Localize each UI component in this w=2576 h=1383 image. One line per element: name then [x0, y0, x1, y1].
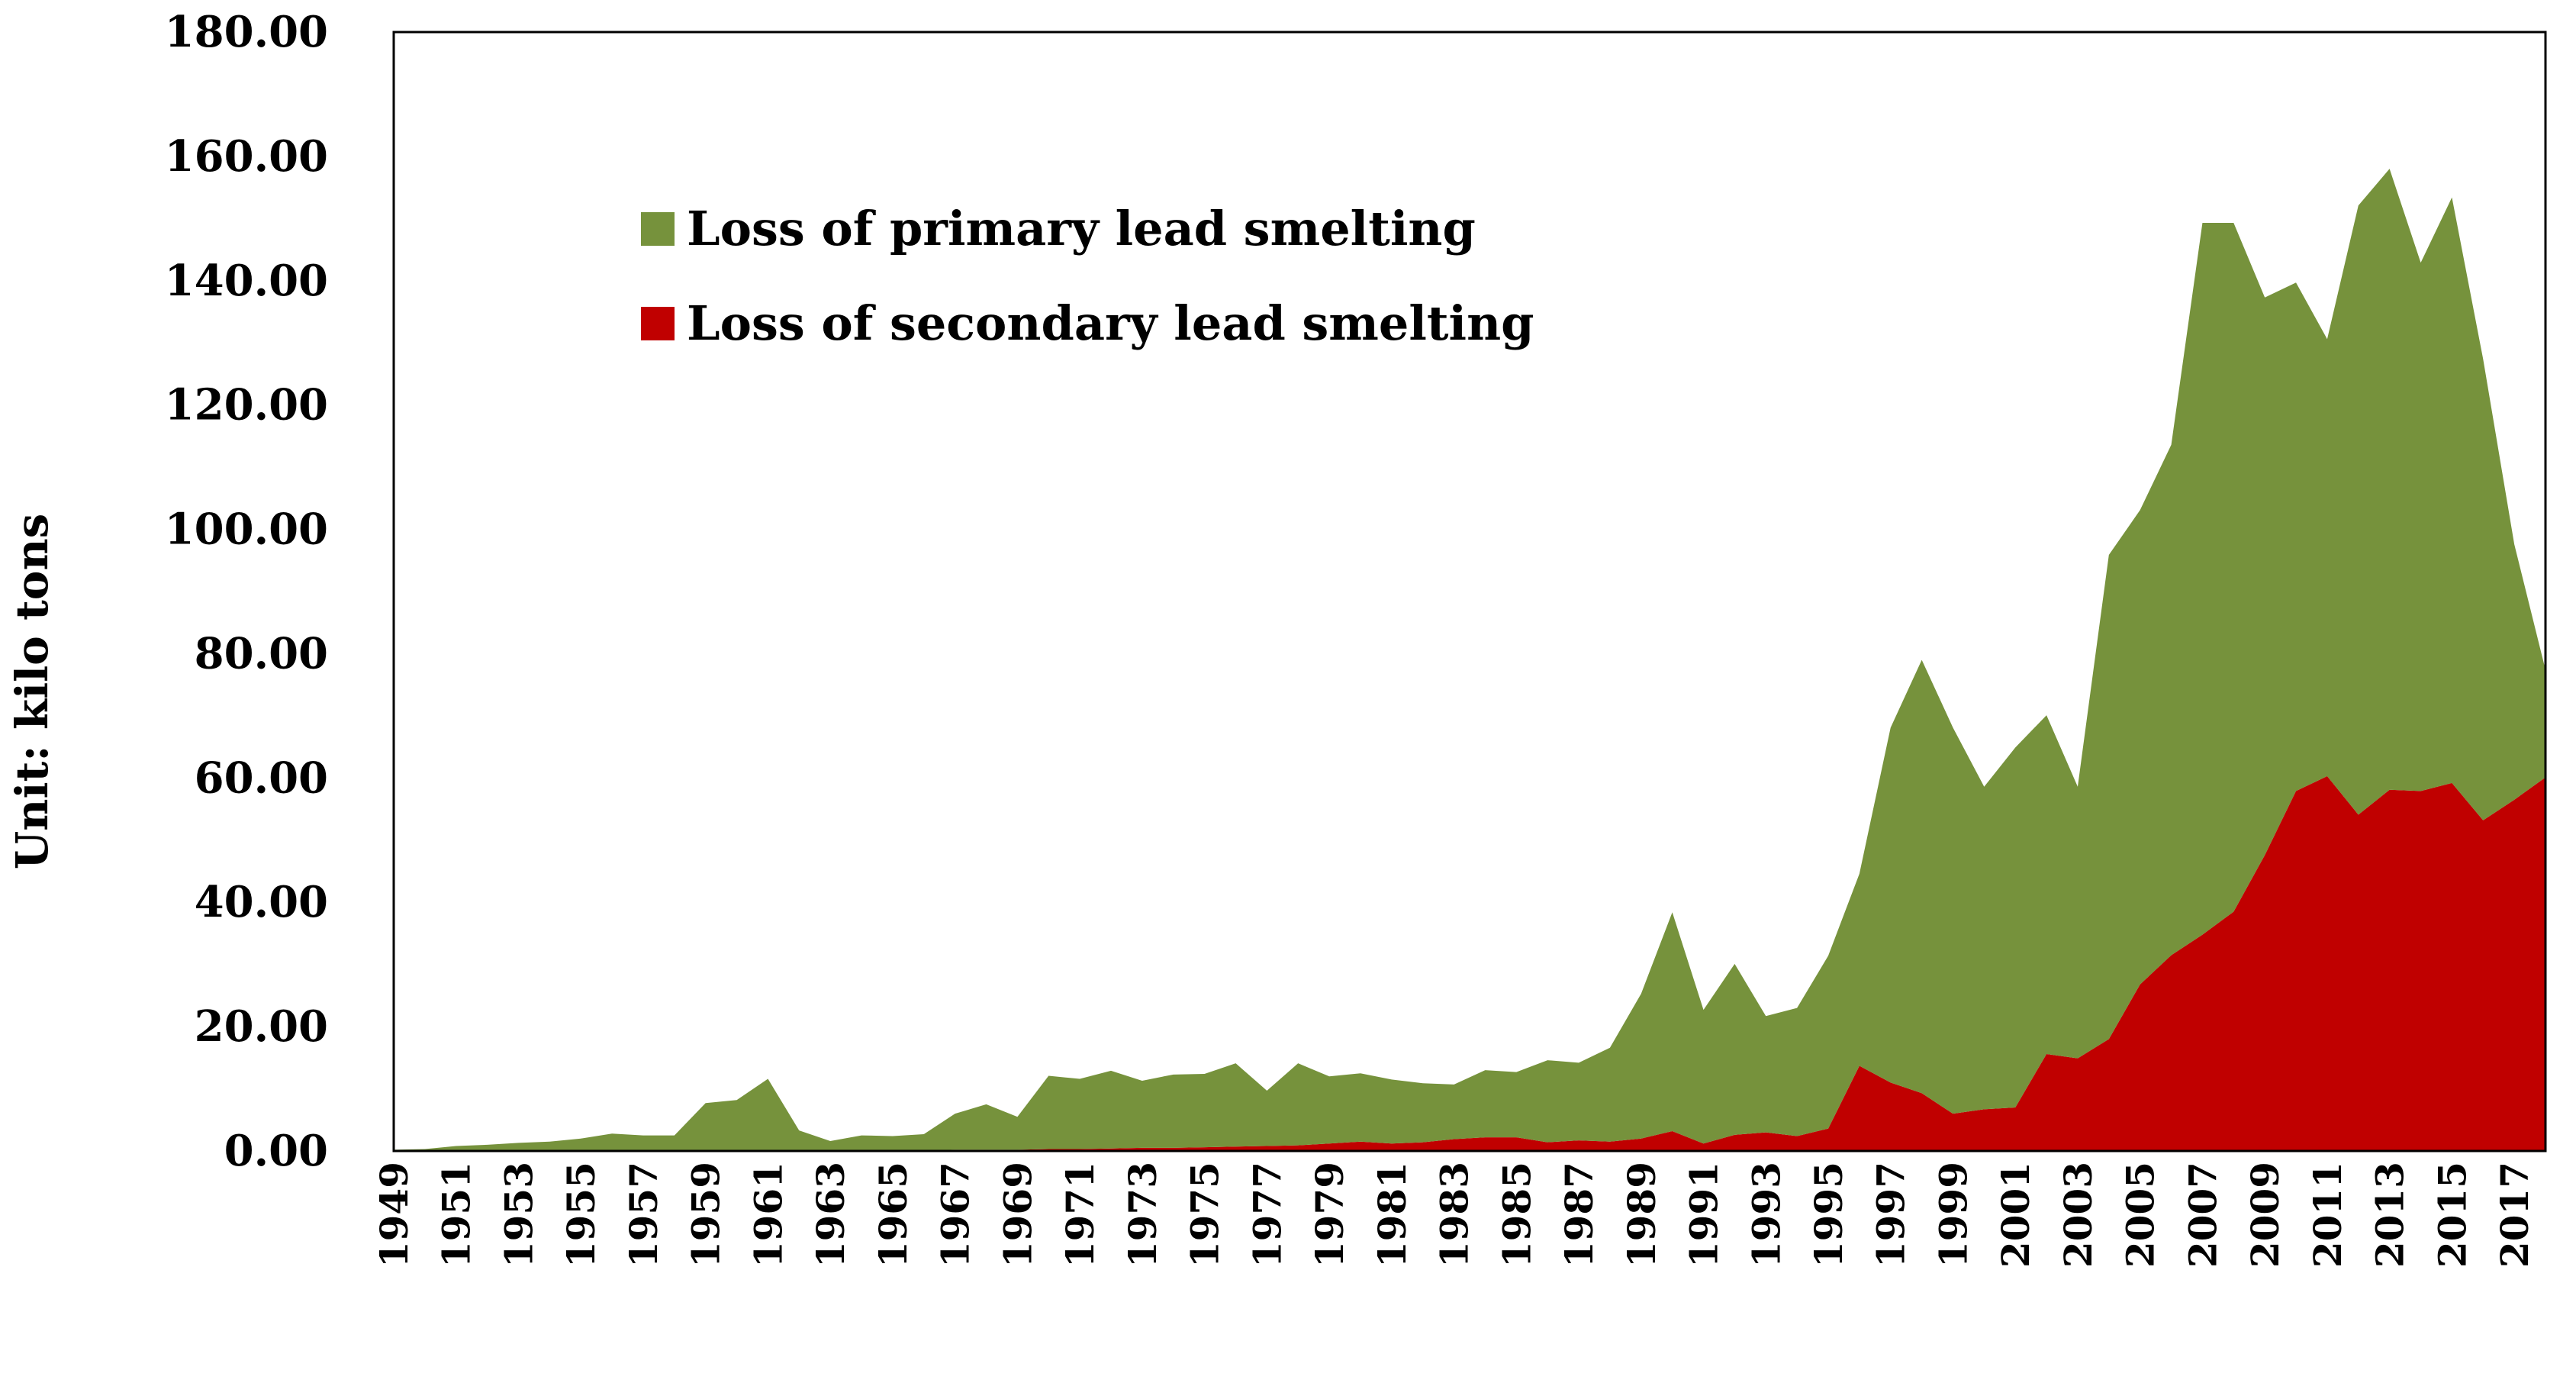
- y-tick-label: 180.00: [165, 7, 328, 57]
- x-tick-label: 2007: [2180, 1162, 2225, 1268]
- series-area-secondary: [394, 775, 2545, 1151]
- x-tick-label: 1961: [745, 1162, 791, 1268]
- x-tick-label: 1953: [496, 1162, 541, 1268]
- y-tick-label: 120.00: [165, 380, 328, 430]
- x-tick-label: 1999: [1930, 1162, 1975, 1268]
- legend-swatch: [641, 307, 675, 340]
- legend-label: Loss of primary lead smelting: [687, 201, 1476, 256]
- y-tick-label: 20.00: [195, 1001, 328, 1052]
- x-tick-label: 1981: [1370, 1162, 1415, 1268]
- x-tick-label: 2011: [2305, 1162, 2350, 1268]
- y-tick-label: 160.00: [165, 131, 328, 182]
- x-tick-label: 1971: [1058, 1162, 1103, 1268]
- x-tick-label: 1959: [684, 1162, 729, 1268]
- plot-area-border: [392, 31, 2547, 1152]
- x-tick-label: 1989: [1619, 1162, 1664, 1268]
- x-tick-label: 1979: [1307, 1162, 1352, 1268]
- y-tick-label: 0.00: [224, 1126, 328, 1176]
- x-tick-label: 1963: [808, 1162, 853, 1268]
- y-axis-label: Unit: kilo tons: [6, 514, 58, 870]
- x-tick-label: 2015: [2429, 1162, 2475, 1268]
- y-tick-label: 100.00: [165, 505, 328, 555]
- x-tick-label: 2003: [2056, 1162, 2101, 1268]
- area-series-group: [394, 169, 2545, 1152]
- y-axis-ticks: 0.00 20.00 40.00 60.00 80.00 100.00 120.00 140.…: [165, 7, 328, 1176]
- legend-swatch: [641, 212, 675, 246]
- x-tick-label: 1965: [871, 1162, 916, 1268]
- x-tick-label: 1987: [1557, 1162, 1602, 1268]
- x-tick-label: 2009: [2243, 1162, 2288, 1268]
- x-tick-label: 2017: [2492, 1162, 2537, 1268]
- y-tick-label: 80.00: [195, 628, 328, 679]
- legend: Loss of primary lead smelting Loss of sec…: [641, 201, 1534, 351]
- x-tick-label: 1977: [1245, 1162, 1290, 1268]
- x-tick-label: 1983: [1432, 1162, 1477, 1268]
- x-tick-label: 1995: [1806, 1162, 1851, 1268]
- x-tick-label: 2013: [2368, 1162, 2413, 1268]
- x-tick-label: 1997: [1869, 1162, 1914, 1268]
- x-tick-label: 2001: [1993, 1162, 2038, 1268]
- x-tick-label: 1993: [1744, 1162, 1789, 1268]
- x-tick-label: 1969: [995, 1162, 1040, 1268]
- y-tick-label: 140.00: [165, 256, 328, 306]
- x-tick-label: 1985: [1494, 1162, 1539, 1268]
- y-tick-label: 40.00: [195, 877, 328, 927]
- series-area-primary: [394, 169, 2545, 1152]
- x-tick-label: 1957: [621, 1162, 666, 1268]
- x-tick-label: 1991: [1682, 1162, 1727, 1268]
- x-tick-label: 1975: [1183, 1162, 1228, 1268]
- x-tick-label: 1955: [559, 1162, 604, 1268]
- legend-label: Loss of secondary lead smelting: [687, 295, 1534, 351]
- x-tick-label: 1967: [933, 1162, 978, 1268]
- x-tick-label: 1949: [372, 1162, 417, 1268]
- x-tick-label: 1951: [434, 1162, 479, 1268]
- y-tick-label: 60.00: [195, 753, 328, 803]
- x-tick-label: 1973: [1120, 1162, 1165, 1268]
- x-axis-ticks: 1949 1951 1953 1955 1957 1959 1961 1963 1965 1967…: [372, 1162, 2537, 1268]
- x-tick-label: 2005: [2118, 1162, 2163, 1268]
